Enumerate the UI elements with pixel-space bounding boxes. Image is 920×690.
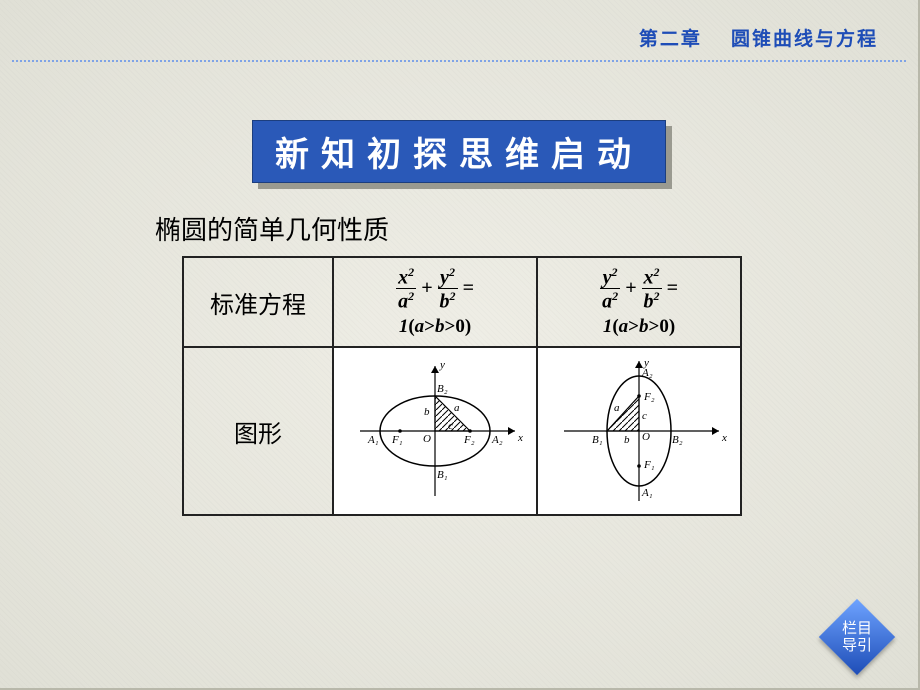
chapter-header: 第二章 圆锥曲线与方程 [639,24,878,51]
svg-text:A₂: A₂ [491,434,503,446]
figure-cell-horizontal: x y O A₁ A₂ B₂ B₁ F₁ F₂ b a c [333,347,537,515]
svg-text:B₂: B₂ [437,383,448,395]
svg-text:b: b [424,406,430,418]
row-label-figure: 图形 [183,347,333,515]
nav-diamond-button[interactable]: 栏目导引 [818,598,896,676]
title-banner: 新知初探思维启动 [252,120,666,183]
svg-text:B₂: B₂ [672,434,683,446]
svg-text:O: O [423,433,431,445]
equation-cell-2: y2 a2 + x2 b2 = 1(a>b>0) [537,257,741,347]
svg-text:F₂: F₂ [463,434,475,446]
svg-text:A₁: A₁ [367,434,379,446]
svg-text:x: x [721,432,727,444]
svg-text:a: a [454,402,460,414]
equation-cell-1: x2 a2 + y2 b2 = 1(a>b>0) [333,257,537,347]
fraction: y2 a2 [600,266,620,312]
svg-text:c: c [448,420,453,432]
svg-text:A₁: A₁ [641,487,653,499]
header-divider [12,60,906,62]
fraction: x2 b2 [642,266,662,312]
section-title: 椭圆的简单几何性质 [155,210,389,247]
svg-text:a: a [614,402,620,414]
svg-text:c: c [642,410,647,422]
svg-text:A₂: A₂ [641,367,653,379]
ellipse-vertical-svg: x y O A₂ A₁ B₁ B₂ F₂ F₁ b a c [544,356,734,506]
banner-text: 新知初探思维启动 [275,136,643,174]
chapter-number: 第二章 [639,29,702,50]
slide-page: 第二章 圆锥曲线与方程 新知初探思维启动 椭圆的简单几何性质 标准方程 x2 a… [0,0,920,690]
svg-text:F₁: F₁ [391,434,403,446]
fraction: x2 a2 [396,266,416,312]
svg-text:y: y [439,359,445,371]
nav-text: 栏目导引 [837,620,877,654]
table-row: 标准方程 x2 a2 + y2 b2 = 1(a>b>0) y2 a2 [183,257,741,347]
svg-text:F₂: F₂ [643,391,655,403]
svg-text:O: O [642,431,650,443]
chapter-title: 圆锥曲线与方程 [731,29,878,50]
ellipse-horizontal-svg: x y O A₁ A₂ B₂ B₁ F₁ F₂ b a c [340,356,530,506]
svg-text:B₁: B₁ [437,469,448,481]
figure-cell-vertical: x y O A₂ A₁ B₁ B₂ F₂ F₁ b a c [537,347,741,515]
svg-text:x: x [517,432,523,444]
row-label-equation: 标准方程 [183,257,333,347]
fraction: y2 b2 [438,266,458,312]
properties-table: 标准方程 x2 a2 + y2 b2 = 1(a>b>0) y2 a2 [182,256,742,516]
condition: 1(a>b>0) [544,316,734,338]
table-row: 图形 [183,347,741,515]
condition: 1(a>b>0) [340,316,530,338]
svg-text:B₁: B₁ [592,434,603,446]
svg-text:b: b [624,434,630,446]
svg-text:F₁: F₁ [643,459,655,471]
